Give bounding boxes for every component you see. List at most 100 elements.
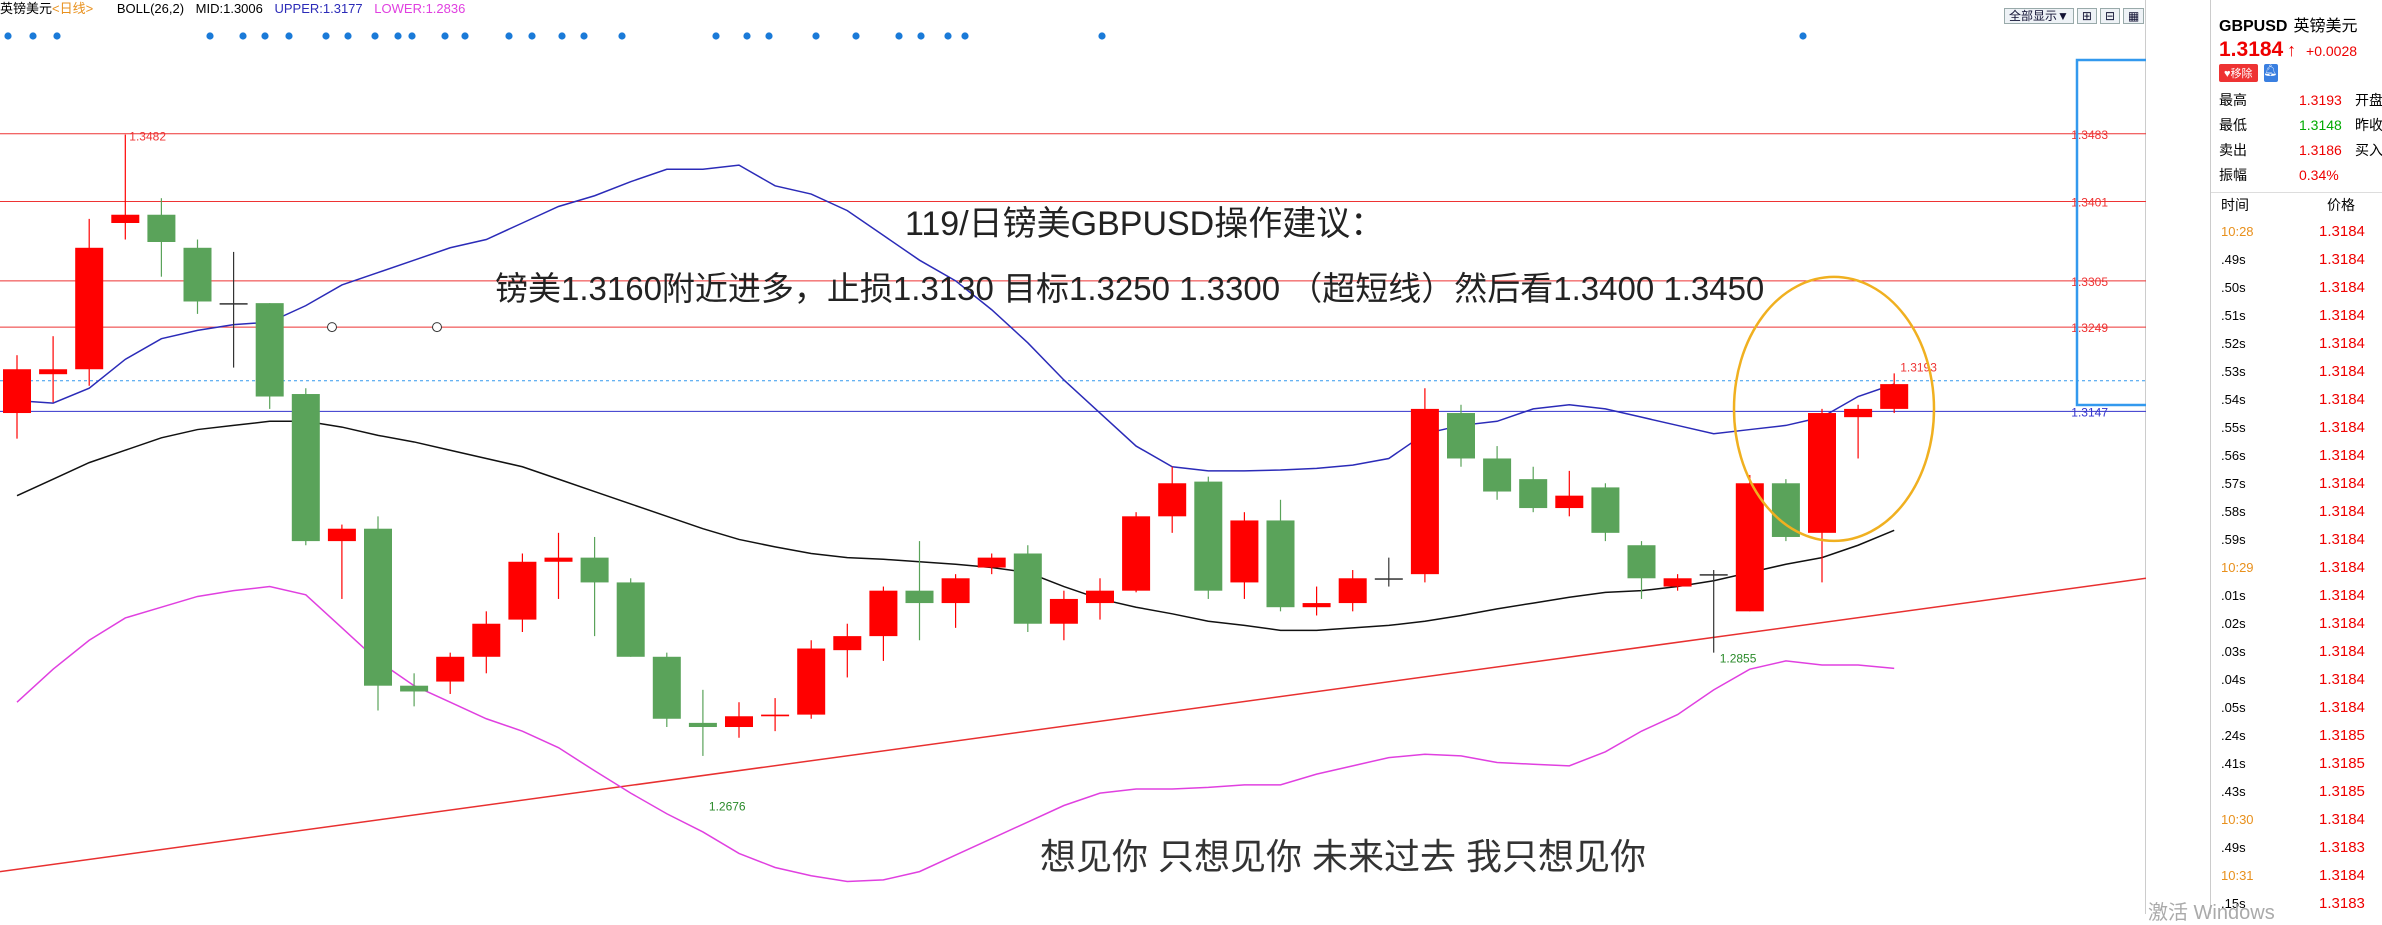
candle: [1049, 590, 1078, 641]
candle-body: [1410, 408, 1439, 575]
tick-row: .04s 1.3184: [2211, 666, 2382, 694]
layout-icon[interactable]: ▦: [2123, 8, 2145, 24]
candle: [1591, 483, 1620, 542]
candle-body: [1338, 578, 1367, 604]
candle: [1447, 404, 1475, 467]
tick-price: 1.3184: [2319, 559, 2365, 576]
candle: [833, 623, 862, 678]
tick-row: .24s 1.3185: [2211, 722, 2382, 750]
candle: [580, 536, 609, 637]
candle-body: [1591, 487, 1620, 533]
last-price: 1.3184: [2219, 38, 2284, 61]
candle-body: [3, 369, 31, 414]
candle-body: [400, 685, 429, 692]
col-price: 价格: [2327, 197, 2355, 213]
stat-value: 0.34%: [2299, 167, 2339, 183]
col-time: 时间: [2221, 197, 2249, 213]
event-dot: [580, 32, 588, 40]
stat-value: 1.3186: [2299, 142, 2342, 158]
tick-time: .49s: [2221, 840, 2246, 855]
candle: [1374, 557, 1403, 587]
event-dot: [285, 32, 293, 40]
event-dot: [394, 32, 402, 40]
stat-key2: 买入: [2355, 142, 2382, 158]
tick-time: .41s: [2221, 756, 2246, 771]
candle: [1086, 578, 1114, 620]
tick-time: 10:29: [2221, 560, 2254, 575]
candle: [219, 251, 248, 368]
candle-body: [1194, 481, 1223, 591]
candle: [616, 578, 645, 657]
candle-body: [1230, 520, 1259, 583]
tick-row: .49s 1.3184: [2211, 246, 2382, 274]
event-dot: [408, 32, 416, 40]
candle-body: [977, 557, 1006, 568]
low-annotation-2: 1.2855: [1720, 652, 1757, 666]
period-label[interactable]: <日线>: [52, 1, 94, 16]
tick-price: 1.3183: [2319, 839, 2365, 856]
event-dot: [917, 32, 925, 40]
candle-body: [327, 528, 356, 542]
tick-price: 1.3184: [2319, 251, 2365, 268]
candle-body: [291, 394, 320, 542]
event-dot: [528, 32, 536, 40]
stat-row: 卖出 1.3186 买入: [2219, 138, 2382, 163]
candle: [761, 698, 790, 732]
candle-body: [111, 214, 140, 223]
candle: [1194, 476, 1223, 599]
level-label: 1.3249: [2071, 321, 2108, 335]
tick-price: 1.3184: [2319, 587, 2365, 604]
candle: [436, 652, 465, 694]
candle-body: [508, 561, 537, 620]
candle: [1663, 574, 1692, 591]
candle-body: [1555, 495, 1584, 509]
tick-price: 1.3184: [2319, 811, 2365, 828]
tick-time: .58s: [2221, 504, 2246, 519]
alert-bell-icon[interactable]: 🔔︎: [2263, 64, 2278, 82]
candlestick-chart[interactable]: 1.35791.35141.34491.33851.33201.32551.31…: [0, 0, 2146, 914]
tick-time: .54s: [2221, 392, 2246, 407]
advice-body: 镑美1.3160附近进多，止损1.3130 目标1.3250 1.3300 （超…: [495, 270, 1765, 307]
tick-price: 1.3184: [2319, 503, 2365, 520]
candle: [1627, 541, 1656, 599]
tick-time: .57s: [2221, 476, 2246, 491]
zoom-out-icon[interactable]: ⊟: [2099, 8, 2121, 24]
tick-price: 1.3185: [2319, 755, 2365, 772]
candle-body: [219, 303, 248, 305]
show-all-button[interactable]: 全部显示▼: [2004, 8, 2074, 24]
tick-time: 10:30: [2221, 812, 2254, 827]
candle-body: [725, 716, 753, 728]
candle-body: [39, 369, 68, 375]
zoom-in-icon[interactable]: ⊞: [2076, 8, 2097, 24]
drawing-handle: [432, 322, 442, 333]
tick-row: 10:30 1.3184: [2211, 806, 2382, 834]
remove-button[interactable]: ♥移除: [2219, 64, 2258, 82]
event-dot: [441, 32, 449, 40]
tick-row: .43s 1.3185: [2211, 778, 2382, 806]
candle-body: [1663, 578, 1692, 587]
candle: [1122, 512, 1151, 593]
candle-body: [797, 648, 826, 715]
candle: [1880, 373, 1909, 414]
candle-body: [364, 528, 392, 686]
candle-body: [183, 247, 212, 302]
highlight-ellipse: [1732, 275, 1936, 543]
candle-body: [1699, 574, 1728, 576]
candle-body: [905, 590, 934, 604]
tick-price: 1.3184: [2319, 475, 2365, 492]
candle-body: [941, 578, 970, 604]
candle: [1699, 570, 1728, 653]
drawing-handle: [327, 322, 337, 333]
candle: [147, 198, 176, 277]
candle: [1519, 466, 1548, 513]
tick-list[interactable]: 10:28 1.3184 .49s 1.3184 .50s 1.3184 .51s 1.318…: [2211, 218, 2382, 918]
level-label: 1.3401: [2071, 196, 2108, 210]
tick-price: 1.3185: [2319, 727, 2365, 744]
tick-price: 1.3184: [2319, 615, 2365, 632]
candle-body: [1302, 603, 1331, 608]
tick-price: 1.3184: [2319, 363, 2365, 380]
tick-time: .52s: [2221, 336, 2246, 351]
quote-symbol: GBPUSD: [2219, 18, 2288, 35]
chart-area[interactable]: 1.35791.35141.34491.33851.33201.32551.31…: [0, 0, 2146, 914]
tick-row: .02s 1.3184: [2211, 610, 2382, 638]
